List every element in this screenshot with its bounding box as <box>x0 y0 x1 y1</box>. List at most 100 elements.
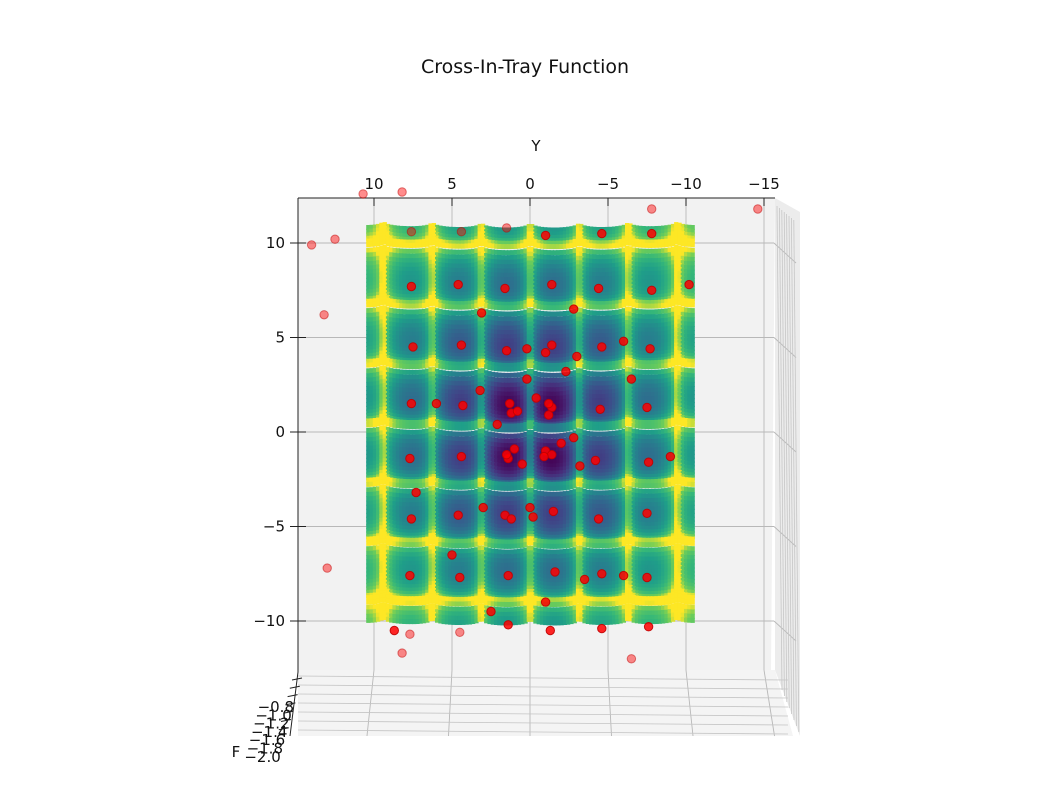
surface-cell <box>569 271 574 277</box>
surface-cell <box>487 249 492 254</box>
surface-cell <box>644 253 649 259</box>
surface-cell <box>520 258 525 264</box>
surface-cell <box>546 292 551 298</box>
surface-cell <box>448 240 453 246</box>
surface-cell <box>539 226 545 232</box>
surface-cell <box>385 255 391 261</box>
surface-cell <box>651 242 656 248</box>
surface-cell <box>657 262 663 268</box>
surface-cell <box>474 347 479 353</box>
surface-cell <box>494 316 499 321</box>
surface-cell <box>421 229 427 235</box>
surface-cell <box>592 280 597 286</box>
surface-cell <box>684 238 689 244</box>
surface-cell <box>677 245 682 251</box>
surface-cell <box>572 286 577 292</box>
surface-cell <box>392 293 397 299</box>
surface-cell <box>389 352 394 358</box>
surface-cell <box>369 273 374 279</box>
surface-cell <box>536 226 541 232</box>
surface-cell <box>552 255 558 261</box>
surface-cell <box>494 329 499 335</box>
surface-cell <box>444 249 450 255</box>
surface-cell <box>415 335 420 341</box>
surface-cell <box>438 299 443 305</box>
surface-cell <box>510 325 515 331</box>
surface-cell <box>566 284 571 290</box>
surface-cell <box>520 295 525 300</box>
surface-cell <box>372 277 378 283</box>
surface-cell <box>530 321 535 327</box>
surface-cell <box>575 325 581 331</box>
surface-cell <box>575 301 581 307</box>
surface-cell <box>441 258 446 264</box>
surface-cell <box>451 356 456 362</box>
surface-cell <box>687 247 692 253</box>
surface-cell <box>585 323 590 329</box>
surface-cell <box>464 337 469 343</box>
surface-cell <box>536 291 541 297</box>
surface-cell <box>631 353 636 359</box>
surface-cell <box>543 280 548 286</box>
surface-cell <box>484 323 489 329</box>
surface-cell <box>523 239 528 245</box>
surface-cell <box>579 288 584 294</box>
surface-cell <box>487 271 492 277</box>
surface-cell <box>549 272 554 278</box>
surface-cell <box>526 326 531 331</box>
surface-cell <box>425 346 430 352</box>
surface-cell <box>471 355 476 361</box>
surface-cell <box>487 324 492 330</box>
surface-cell <box>487 253 492 259</box>
surface-cell <box>457 304 463 310</box>
surface-cell <box>438 233 443 238</box>
surface-cell <box>667 289 672 294</box>
surface-cell <box>500 259 505 265</box>
surface-cell <box>487 319 492 325</box>
surface-cell <box>539 310 545 316</box>
surface-cell <box>379 305 384 311</box>
surface-cell <box>513 295 518 301</box>
surface-cell <box>487 355 492 361</box>
surface-cell <box>611 294 617 300</box>
surface-cell <box>487 310 492 316</box>
surface-cell <box>628 223 633 229</box>
surface-cell <box>533 279 538 284</box>
surface-cell <box>674 338 679 344</box>
surface-cell <box>566 295 571 301</box>
surface-cell <box>382 239 387 245</box>
surface-cell <box>474 239 479 244</box>
surface-cell <box>372 228 378 234</box>
surface-cell <box>661 346 666 352</box>
surface-cell <box>615 233 620 239</box>
surface-cell <box>494 353 499 359</box>
surface-cell <box>497 284 502 290</box>
surface-cell <box>369 302 374 308</box>
surface-cell <box>477 298 482 304</box>
surface-cell <box>441 279 446 285</box>
surface-cell <box>598 263 604 269</box>
surface-cell <box>415 354 420 360</box>
surface-cell <box>372 238 378 244</box>
surface-cell <box>415 339 420 345</box>
surface-cell <box>533 282 538 288</box>
surface-cell <box>431 300 436 306</box>
surface-cell <box>507 240 512 246</box>
surface-cell <box>585 248 590 254</box>
surface-cell <box>513 316 518 322</box>
surface-cell <box>385 295 391 301</box>
surface-cell <box>680 316 685 322</box>
surface-cell <box>566 237 571 243</box>
surface-cell <box>592 349 597 354</box>
surface-cell <box>385 333 391 338</box>
surface-cell <box>408 253 414 259</box>
surface-cell <box>543 320 548 326</box>
surface-cell <box>657 303 663 309</box>
surface-cell <box>457 295 463 301</box>
surface-cell <box>638 290 643 296</box>
surface-cell <box>408 327 414 333</box>
surface-cell <box>634 270 640 276</box>
surface-cell <box>379 226 384 232</box>
surface-cell <box>421 322 427 328</box>
surface-cell <box>559 342 564 348</box>
